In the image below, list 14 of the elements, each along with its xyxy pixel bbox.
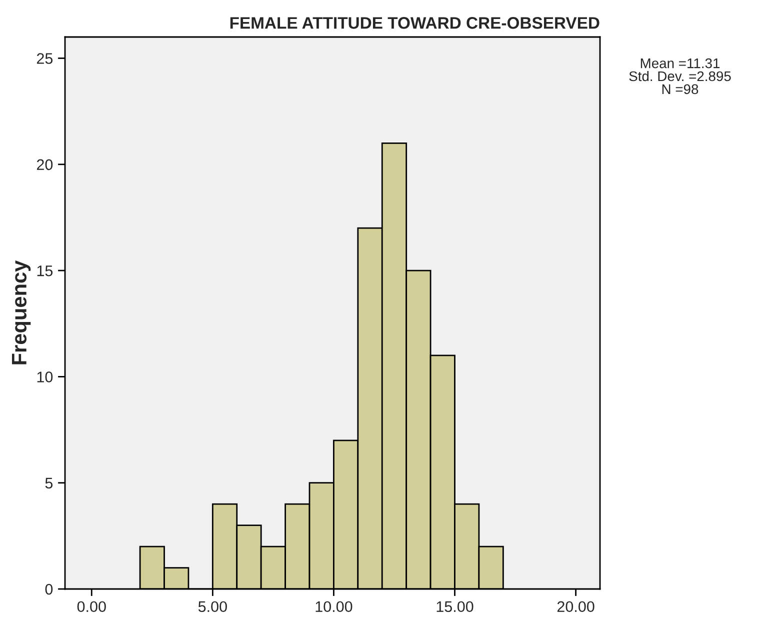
x-tick-label: 15.00 <box>436 601 474 612</box>
y-tick-label: 15 <box>37 266 53 276</box>
y-tick-label: 10 <box>37 372 53 382</box>
chart-title: FEMALE ATTITUDE TOWARD CRE-OBSERVED <box>230 17 600 29</box>
y-tick-label: 5 <box>45 478 53 489</box>
y-tick-label: 0 <box>45 584 53 595</box>
y-tick-label: 25 <box>36 53 53 64</box>
y-tick-label: 20 <box>36 159 53 170</box>
x-tick-label: 20.00 <box>557 601 594 612</box>
x-tick-label: 10.00 <box>316 601 352 612</box>
x-tick-label: 5.00 <box>198 601 227 612</box>
y-axis-title: Frequency <box>12 260 31 364</box>
x-tick-label: 0.00 <box>77 601 106 612</box>
text: Mean =11.31 Std. Dev. =2.895 N =98 <box>629 58 731 94</box>
